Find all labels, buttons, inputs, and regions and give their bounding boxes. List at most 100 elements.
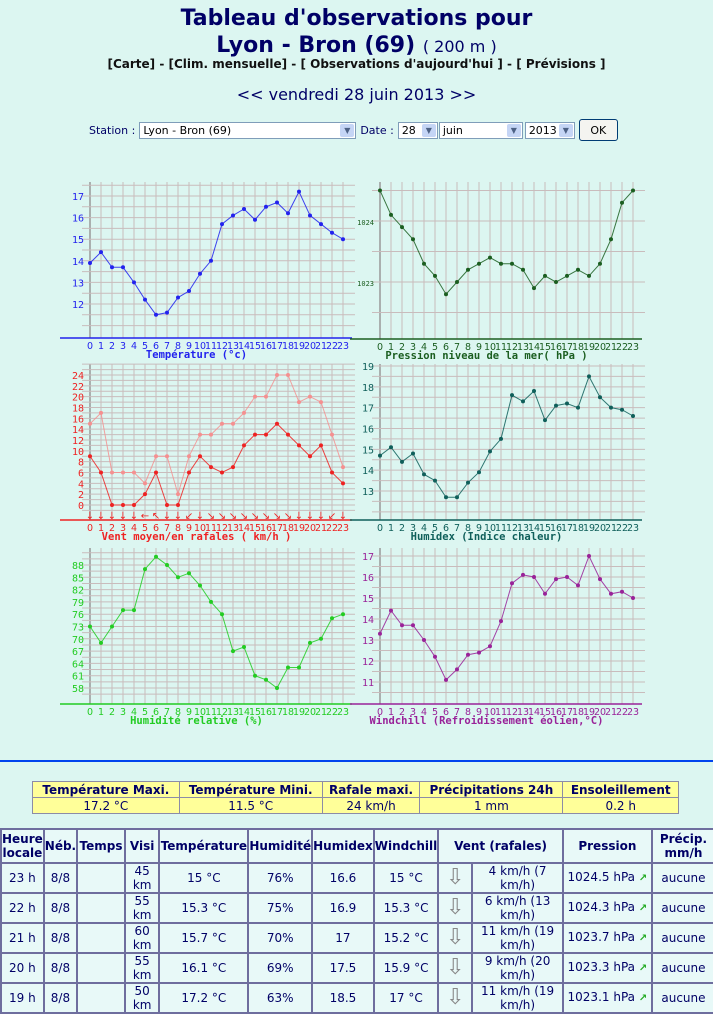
x-tick-label: 17 — [561, 342, 573, 353]
trend-up-icon: ↗ — [638, 933, 648, 944]
x-tick-label: 5 — [432, 523, 438, 534]
data-point — [231, 421, 235, 426]
month-select[interactable]: juin ▼ — [438, 121, 523, 139]
x-tick-label: 9 — [476, 707, 482, 718]
data-point — [154, 470, 158, 475]
y-tick-label: 0 — [78, 501, 84, 512]
data-point — [455, 280, 459, 284]
link-observations-aujourdhui[interactable]: [ Observations d'aujourd'hui ] — [300, 57, 503, 71]
data-point — [319, 222, 323, 227]
x-tick-label: 2 — [109, 341, 115, 352]
data-point — [510, 581, 514, 586]
x-tick-label: 15 — [249, 341, 261, 352]
data-point — [389, 608, 393, 613]
x-tick-label: 21 — [605, 523, 617, 534]
data-point — [455, 495, 459, 500]
x-tick-label: 0 — [87, 707, 93, 718]
prev-day-link[interactable]: << — [236, 85, 264, 104]
ok-button[interactable]: OK — [578, 119, 618, 141]
data-point — [209, 465, 213, 470]
x-tick-label: 22 — [616, 342, 628, 353]
x-tick-label: 6 — [153, 341, 159, 352]
data-point — [422, 472, 426, 477]
data-point — [99, 640, 103, 645]
data-point — [576, 583, 580, 588]
chart-title: Windchill (Refroidissement éolien,°C) — [370, 715, 604, 727]
x-tick-label: 1 — [388, 342, 394, 353]
x-tick-label: 2 — [399, 523, 405, 534]
x-tick-label: 0 — [377, 523, 383, 534]
data-point — [132, 608, 136, 613]
x-tick-label: 16 — [260, 523, 272, 534]
x-tick-label: 1 — [98, 523, 104, 534]
wind-direction-icon: ↘ — [240, 511, 248, 522]
data-point — [176, 295, 180, 300]
data-point — [253, 394, 257, 399]
data-point — [444, 292, 448, 297]
link-previsions[interactable]: [ Prévisions ] — [516, 57, 606, 71]
cell-temp: 15 °C — [158, 862, 250, 894]
day-select[interactable]: 28 ▼ — [397, 121, 438, 139]
wind-direction-arrow-icon: ⇩ — [446, 895, 465, 920]
x-tick-label: 0 — [377, 707, 383, 718]
cell-windchill: 15.2 °C — [372, 922, 440, 954]
link-carte[interactable]: [Carte] — [107, 57, 156, 71]
data-point — [620, 200, 624, 205]
station-select[interactable]: Lyon - Bron (69) ▼ — [139, 121, 357, 139]
next-day-link[interactable]: >> — [449, 85, 477, 104]
trend-up-icon: ↗ — [638, 873, 648, 884]
data-point — [275, 686, 279, 690]
summary-header: Rafale maxi. — [321, 781, 421, 798]
data-point — [631, 414, 635, 418]
data-point — [242, 206, 246, 211]
data-point — [587, 374, 591, 379]
y-tick-label: 67 — [72, 647, 84, 658]
x-tick-label: 19 — [293, 523, 305, 534]
x-tick-label: 11 — [495, 707, 507, 718]
link-clim-mensuelle[interactable]: [Clim. mensuelle] — [168, 57, 288, 71]
x-tick-label: 11 — [495, 342, 507, 353]
data-point — [308, 394, 312, 399]
x-tick-label: 13 — [227, 523, 239, 534]
x-tick-label: 3 — [410, 707, 416, 718]
data-point — [499, 261, 503, 266]
y-tick-label: 16 — [362, 573, 374, 584]
data-point — [378, 631, 382, 636]
cell-visi: 45 km — [123, 862, 161, 894]
x-tick-label: 14 — [238, 523, 250, 534]
nav-links: [Carte] - [Clim. mensuelle] - [ Observat… — [0, 57, 713, 71]
y-tick-label: 88 — [72, 561, 84, 572]
data-point — [231, 649, 235, 654]
x-tick-label: 19 — [583, 707, 595, 718]
data-point — [121, 503, 125, 507]
data-point — [220, 222, 224, 227]
x-tick-label: 17 — [561, 523, 573, 534]
year-select[interactable]: 2013 ▼ — [524, 121, 575, 139]
data-point — [99, 250, 103, 255]
cell-wind: 4 km/h (7 km/h) — [471, 862, 564, 894]
x-tick-label: 4 — [421, 707, 427, 718]
data-point — [121, 470, 125, 475]
y-tick-label: 70 — [72, 635, 84, 646]
summary-value: 0.2 h — [562, 797, 679, 814]
data-point — [110, 470, 114, 475]
x-tick-label: 8 — [175, 523, 181, 534]
data-point — [297, 189, 301, 194]
x-tick-label: 2 — [109, 523, 115, 534]
y-tick-label: 15 — [362, 445, 374, 456]
cell-wind-dir: ⇩ — [437, 922, 474, 954]
cell-precip: aucune — [650, 922, 713, 954]
wind-direction-icon: ↘ — [207, 511, 215, 522]
cell-wind: 6 km/h (13 km/h) — [471, 892, 564, 924]
data-point — [132, 503, 136, 507]
y-tick-label: 1023 — [357, 280, 374, 288]
data-point — [143, 481, 147, 486]
cell-wind-dir: ⇩ — [437, 862, 474, 894]
cell-hour: 21 h — [0, 922, 45, 954]
x-tick-label: 10 — [194, 707, 206, 718]
y-tick-label: 73 — [72, 623, 84, 634]
y-tick-label: 17 — [362, 404, 374, 415]
wind-direction-icon: ↓ — [119, 511, 127, 522]
x-tick-label: 6 — [443, 523, 449, 534]
